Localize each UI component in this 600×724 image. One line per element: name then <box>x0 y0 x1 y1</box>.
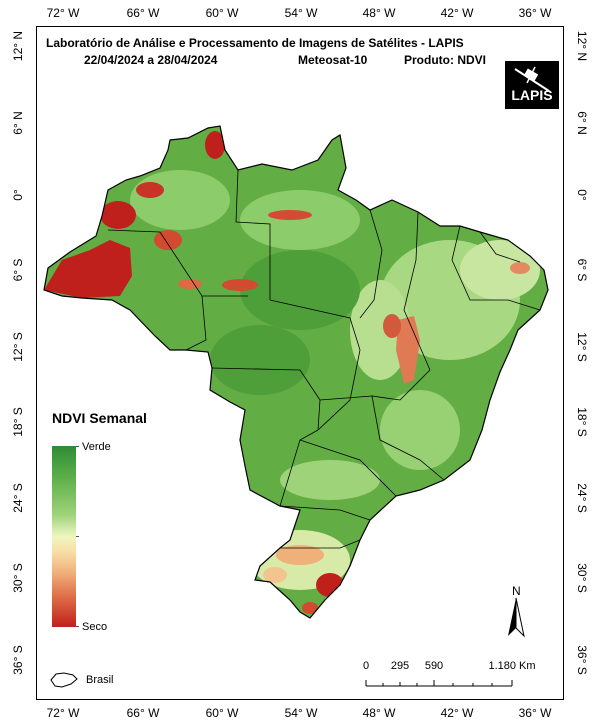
inset-legend-label: Brasil <box>86 674 114 686</box>
ndvi-patch <box>380 390 460 470</box>
legend-label-seco: Seco <box>82 621 108 633</box>
lon-label-54w: 54° W <box>284 6 318 20</box>
scale-label-0: 0 <box>362 660 370 672</box>
lon-label-48w: 48° W <box>362 6 396 20</box>
map-product: Produto: NDVI <box>404 53 486 67</box>
lapis-logo: LAPIS <box>505 61 559 109</box>
ndvi-dry-patch <box>276 545 324 565</box>
ndvi-patch <box>280 460 380 500</box>
lon-label-60w: 60° W <box>205 6 239 20</box>
ndvi-patch <box>210 325 310 395</box>
ndvi-dry-patch <box>154 230 182 250</box>
ndvi-dry-patch <box>136 182 164 198</box>
scale-label-295: 295 <box>390 660 410 672</box>
scale-label-590: 590 <box>424 660 444 672</box>
ndvi-patch <box>240 190 360 250</box>
satellite-icon <box>514 66 550 92</box>
legend-tick <box>76 446 79 447</box>
scale-label-1180: 1.180 Km <box>488 660 536 672</box>
legend-tick <box>76 536 79 537</box>
ndvi-dry-patch <box>100 201 136 229</box>
lon-label-36w-bottom: 36° W <box>518 706 552 720</box>
map-period: 22/04/2024 a 28/04/2024 <box>84 53 218 67</box>
lon-label-48w-bottom: 48° W <box>362 706 396 720</box>
ndvi-dry-patch <box>222 279 258 291</box>
state-boundaries <box>107 169 541 549</box>
ndvi-color-ramp <box>52 446 76 627</box>
scale-bar-line <box>365 680 513 687</box>
legend-title: NDVI Semanal <box>52 410 147 426</box>
brasil-outline-icon <box>50 672 78 688</box>
map-title: Laboratório de Análise e Processamento d… <box>46 36 464 50</box>
ndvi-dry-patch <box>510 262 530 274</box>
ndvi-patch <box>240 250 360 330</box>
lon-label-66w-bottom: 66° W <box>126 706 160 720</box>
legend-tick <box>76 626 79 627</box>
ndvi-dry-patch <box>263 567 287 583</box>
ndvi-dry-patch <box>383 314 401 338</box>
ndvi-patch <box>460 240 540 300</box>
map-satellite: Meteosat-10 <box>298 53 368 67</box>
lon-label-54w-bottom: 54° W <box>284 706 318 720</box>
lon-label-42w: 42° W <box>440 6 474 20</box>
north-arrow-label: N <box>512 584 521 598</box>
logo-text: LAPIS <box>511 87 553 103</box>
ndvi-patch <box>130 170 230 230</box>
lon-label-72w: 72° W <box>46 6 80 20</box>
legend-label-verde: Verde <box>82 441 111 453</box>
ndvi-dry-patch <box>268 210 312 220</box>
ndvi-dry-patch <box>44 240 132 298</box>
lon-label-60w-bottom: 60° W <box>205 706 239 720</box>
ndvi-dry-patch <box>205 131 225 159</box>
lon-label-66w: 66° W <box>126 6 160 20</box>
lon-label-42w-bottom: 42° W <box>440 706 474 720</box>
ndvi-patch <box>350 280 410 380</box>
lon-label-72w-bottom: 72° W <box>46 706 80 720</box>
ndvi-dry-patch <box>302 602 318 614</box>
ndvi-dry-patch <box>178 279 202 289</box>
north-arrow-icon <box>508 597 525 638</box>
lon-label-36w: 36° W <box>518 6 552 20</box>
